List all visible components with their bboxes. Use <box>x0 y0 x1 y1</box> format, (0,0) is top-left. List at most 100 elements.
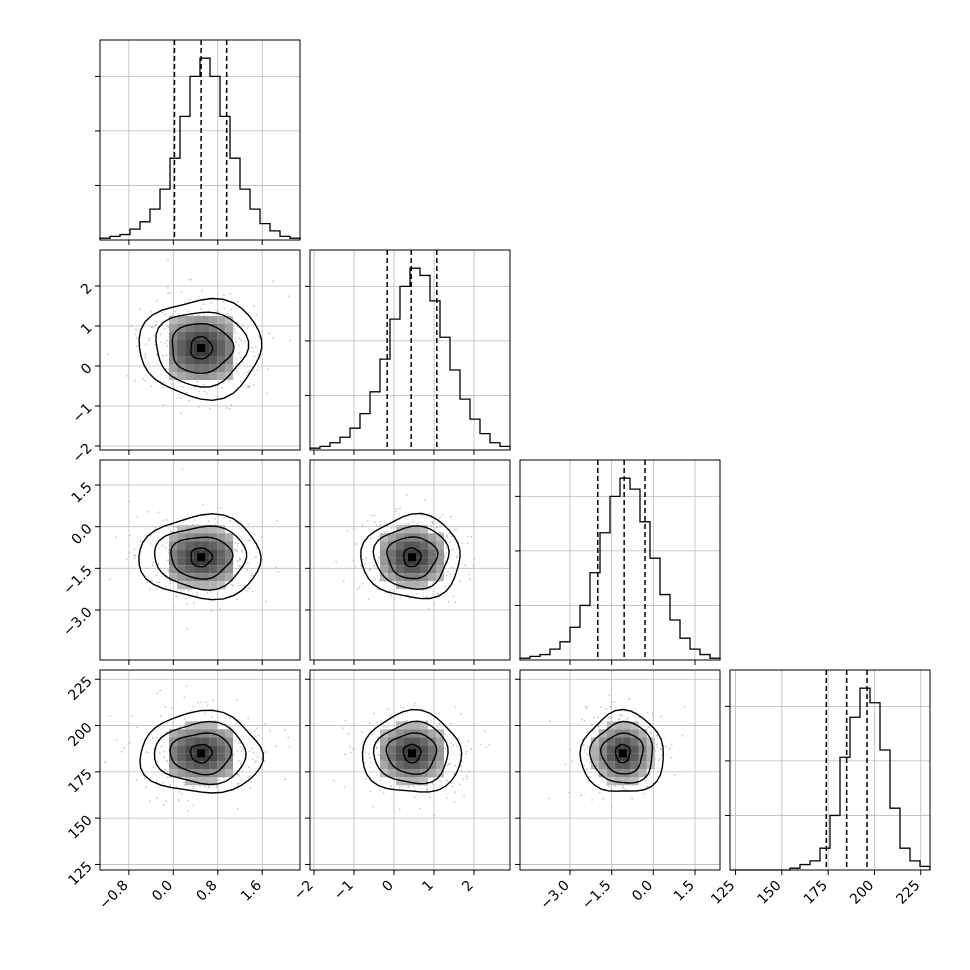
scatter-point <box>159 341 162 343</box>
scatter-point <box>344 753 346 756</box>
histogram <box>730 687 931 871</box>
scatter-point <box>227 380 230 383</box>
scatter-point <box>128 551 131 554</box>
scatter-point <box>655 743 658 746</box>
density-cell <box>185 753 194 762</box>
density-cell <box>428 729 436 738</box>
scatter-point <box>390 527 393 529</box>
density-cell <box>412 573 420 582</box>
y-tick-label: −2 <box>70 440 96 466</box>
density-cell <box>177 729 186 738</box>
scatter-point <box>597 725 600 728</box>
scatter-point <box>590 723 593 726</box>
density-cell <box>209 541 218 550</box>
scatter-point <box>401 784 404 787</box>
density-cell <box>380 761 388 770</box>
density-cell <box>185 581 194 590</box>
scatter-point <box>199 701 202 704</box>
scatter-point <box>485 746 488 749</box>
scatter-point <box>175 526 178 528</box>
scatter-point <box>354 565 357 568</box>
density-cell <box>225 533 234 542</box>
scatter-point <box>165 354 168 357</box>
density-cell <box>630 737 639 746</box>
scatter-point <box>164 546 167 549</box>
density-cell <box>630 745 639 754</box>
density-cell <box>169 729 178 738</box>
density-cell <box>185 541 194 550</box>
density-cell <box>638 737 647 746</box>
density-cell <box>193 737 202 746</box>
scatter-point <box>605 708 607 710</box>
density-cell <box>646 753 655 762</box>
contour-line <box>138 297 263 402</box>
scatter-point <box>659 715 662 718</box>
scatter-point <box>253 373 256 376</box>
density-peak <box>408 749 416 758</box>
scatter-point <box>365 557 367 559</box>
scatter-point <box>378 535 380 538</box>
scatter-point <box>656 745 659 748</box>
scatter-point <box>115 536 118 539</box>
scatter-point <box>253 729 256 732</box>
scatter-point <box>237 584 240 587</box>
density-cell <box>396 745 404 754</box>
scatter-point <box>368 722 371 724</box>
density-peak <box>197 749 206 758</box>
scatter-point <box>269 730 271 732</box>
scatter-point <box>258 336 260 339</box>
scatter-point <box>419 807 421 810</box>
density-cell <box>630 729 639 738</box>
scatter-point <box>437 592 439 595</box>
density-cell <box>638 753 647 762</box>
density-cell <box>225 769 234 778</box>
density-cell <box>217 541 226 550</box>
scatter-point <box>609 706 612 708</box>
density-cell <box>388 541 396 550</box>
scatter-point <box>394 510 397 512</box>
scatter-point <box>427 607 430 610</box>
scatter-point <box>382 792 385 795</box>
x-tick-label: 225 <box>893 878 923 908</box>
density-cell <box>412 565 420 574</box>
scatter-point <box>216 592 219 595</box>
scatter-point <box>164 314 167 316</box>
density-cell <box>193 761 202 770</box>
scatter-point <box>150 310 152 313</box>
scatter-point <box>253 533 256 536</box>
scatter-point <box>390 594 392 597</box>
density-cell <box>428 557 436 566</box>
scatter-point <box>129 534 131 537</box>
scatter-point <box>619 714 621 717</box>
scatter-point <box>210 302 213 304</box>
scatter-point <box>260 757 263 760</box>
scatter-point <box>408 597 411 600</box>
scatter-point <box>238 565 240 567</box>
scatter-point <box>187 310 190 312</box>
density-cell <box>225 729 234 738</box>
scatter-point <box>157 563 160 565</box>
density-cell <box>630 777 639 786</box>
scatter-point <box>660 754 663 757</box>
scatter-point <box>163 750 166 753</box>
density-cell <box>225 745 234 754</box>
scatter-point <box>648 773 651 776</box>
scatter-point <box>460 770 463 772</box>
density-cell <box>185 777 194 786</box>
scatter-point <box>363 563 366 565</box>
scatter-point <box>229 293 232 295</box>
contour-line <box>190 335 214 360</box>
scatter-point <box>235 341 238 343</box>
scatter-point <box>161 386 164 389</box>
scatter-point <box>368 756 371 759</box>
scatter-point <box>163 327 166 330</box>
density-cell <box>209 761 218 770</box>
density-cell <box>209 340 218 348</box>
scatter-point <box>646 711 649 714</box>
scatter-point <box>158 581 161 584</box>
scatter-point <box>134 333 136 336</box>
scatter-point <box>228 717 231 719</box>
panel-2-1 <box>305 459 511 665</box>
y-tick-label: 1.5 <box>69 479 96 506</box>
scatter-point <box>430 720 432 723</box>
